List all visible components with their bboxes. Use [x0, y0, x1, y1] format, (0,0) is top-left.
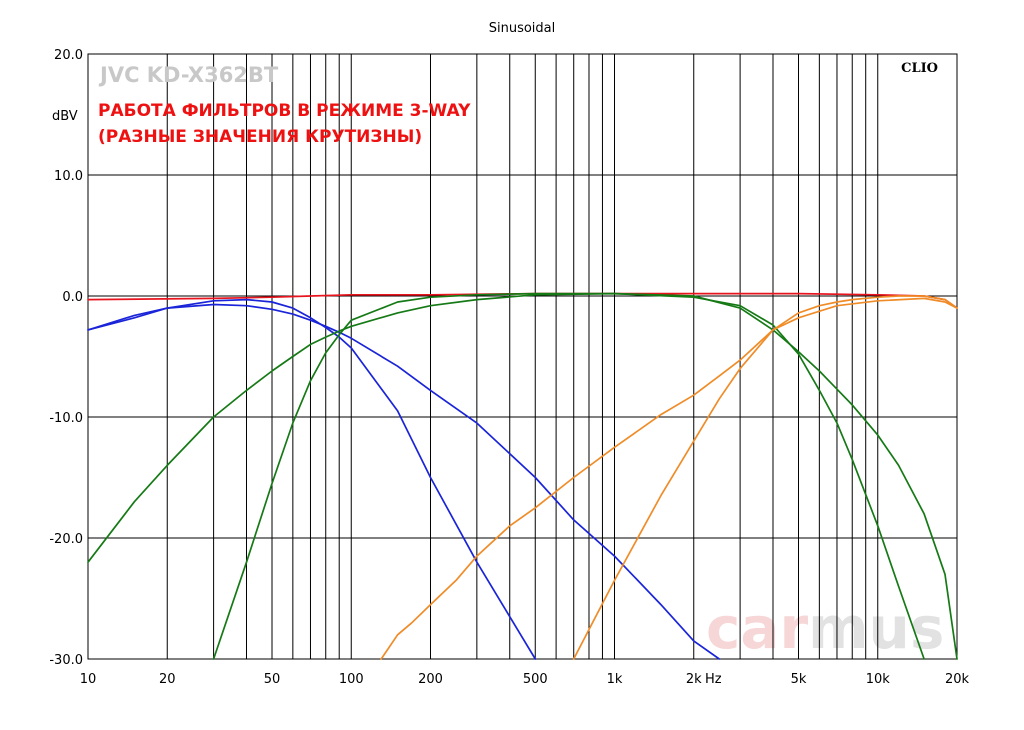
y-tick-label: 20.0: [54, 48, 83, 63]
watermark-part-a: car: [706, 594, 809, 662]
y-tick-label: -10.0: [49, 411, 83, 426]
series-line-3: [87, 303, 721, 660]
model-name: JVC KD-X362BT: [98, 63, 279, 87]
series-group: [87, 292, 958, 660]
chart-header: Sinusoidal: [489, 21, 556, 36]
carmus-watermark: carmus: [706, 594, 944, 662]
x-tick-label: 20k: [945, 672, 970, 687]
x-tick-label: 5k: [791, 672, 807, 687]
chart-title-line-2: (РАЗНЫЕ ЗНАЧЕНИЯ КРУТИЗНЫ): [98, 127, 422, 147]
chart-title-line-1: РАБОТА ФИЛЬТРОВ В РЕЖИМЕ 3-WAY: [98, 101, 471, 121]
series-line-5: [87, 292, 958, 660]
x-tick-label: 20: [159, 672, 176, 687]
x-axis-tick-labels: 10 20 50 100 200 500 1k 2k 5k 10k 20k: [80, 672, 970, 687]
y-axis-tick-labels: 20.0 10.0 0.0 -10.0 -20.0 -30.0: [49, 48, 83, 668]
y-tick-label: -20.0: [49, 532, 83, 547]
x-tick-label: 1k: [607, 672, 623, 687]
x-tick-label: 10: [80, 672, 97, 687]
x-axis-unit-label: Hz: [705, 672, 722, 687]
series-line-4: [212, 292, 925, 660]
x-tick-label: 200: [418, 672, 443, 687]
clio-brand: CLIO: [901, 61, 938, 76]
y-axis-unit-label: dBV: [52, 109, 78, 124]
x-tick-label: 100: [339, 672, 364, 687]
x-tick-label: 500: [523, 672, 548, 687]
plot-frame: [87, 53, 958, 660]
x-tick-label: 2k: [686, 672, 702, 687]
y-tick-label: 0.0: [62, 290, 83, 305]
x-tick-label: 50: [264, 672, 281, 687]
y-tick-label: 10.0: [54, 169, 83, 184]
series-line-7: [572, 295, 958, 660]
x-tick-label: 10k: [866, 672, 891, 687]
grid: [88, 54, 957, 659]
y-tick-label: -30.0: [49, 653, 83, 668]
series-line-6: [380, 297, 958, 660]
watermark-part-b: mus: [808, 594, 944, 662]
